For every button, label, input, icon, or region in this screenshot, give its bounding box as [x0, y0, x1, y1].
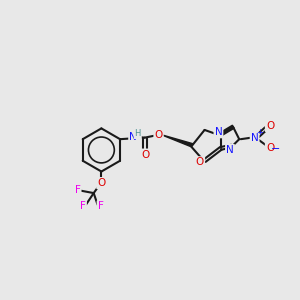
Text: O: O — [266, 143, 274, 153]
Text: O: O — [141, 150, 150, 160]
Text: F: F — [75, 185, 80, 195]
Text: F: F — [80, 201, 86, 211]
Polygon shape — [161, 135, 193, 147]
Text: N: N — [214, 127, 222, 137]
Text: O: O — [266, 121, 274, 131]
Text: H: H — [135, 129, 141, 138]
Text: N: N — [226, 145, 234, 155]
Text: O: O — [97, 178, 106, 188]
Text: O: O — [154, 130, 163, 140]
Text: F: F — [98, 201, 103, 211]
Text: +: + — [256, 128, 263, 137]
Text: N: N — [251, 133, 259, 142]
Text: O: O — [196, 157, 204, 167]
Text: −: − — [271, 144, 280, 154]
Text: N: N — [129, 132, 137, 142]
